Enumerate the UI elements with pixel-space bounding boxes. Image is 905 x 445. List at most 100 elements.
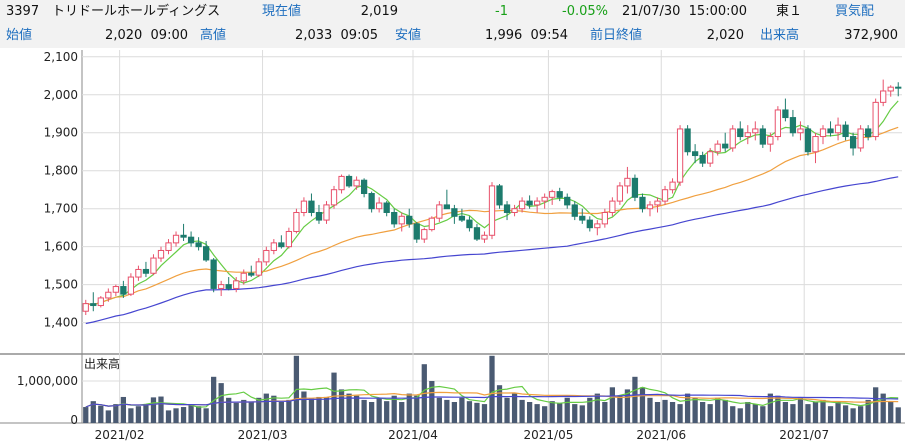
volume-bar [459, 397, 465, 423]
price-tick-label: 1,900 [44, 126, 78, 140]
candle-body [707, 151, 714, 164]
volume-bar [572, 404, 578, 423]
volume-bar [353, 395, 360, 423]
volume-bar [436, 397, 442, 423]
price-tick-label: 1,700 [44, 202, 78, 216]
candle-body [534, 200, 541, 206]
candle-body [782, 109, 789, 119]
company-name: トリドールホールディングス [52, 4, 221, 19]
month-label: 2021/02 [95, 428, 145, 442]
candle-body [496, 185, 503, 206]
candle-body [225, 284, 232, 289]
candle-body [180, 234, 187, 238]
previous-close-value: 2,020 [706, 28, 744, 43]
candle-body [308, 200, 315, 213]
volume-bar [557, 402, 563, 423]
volume-bar [338, 389, 345, 423]
volume-bar [399, 402, 405, 423]
candle-body [676, 128, 684, 183]
candle-body [842, 124, 849, 138]
candle-body [511, 208, 518, 213]
month-label: 2021/03 [238, 428, 288, 442]
low-price-value: 1,996 09:54 [485, 28, 568, 43]
volume-bar [850, 408, 856, 423]
candle-body [466, 219, 473, 229]
volume-tick-label: 1,000,000 [17, 374, 78, 388]
candle-body [248, 272, 255, 276]
volume-bar [609, 387, 615, 423]
candle-body [571, 204, 578, 217]
volume-bar [384, 401, 390, 423]
candle-body [804, 128, 812, 153]
candle-body [187, 236, 195, 244]
candle-body [880, 90, 887, 103]
candle-body [646, 204, 654, 210]
volume-bar [542, 406, 548, 423]
candle-body [270, 242, 277, 251]
volume-bar [782, 402, 789, 423]
quote-datetime: 21/07/30 15:00:00 [622, 4, 748, 19]
candle-body [406, 215, 413, 225]
volume-bar [346, 393, 352, 423]
volume-bar [451, 402, 458, 423]
volume-bar [842, 405, 849, 423]
price-tick-label: 2,100 [44, 50, 78, 64]
candle-body [684, 128, 691, 153]
month-label: 2021/04 [388, 428, 438, 442]
volume-bar [481, 404, 488, 423]
candle-body [895, 86, 902, 89]
candle-body [353, 179, 360, 187]
candle-body [737, 128, 744, 138]
volume-bar [361, 399, 367, 423]
volume-bar [241, 399, 247, 423]
candle-body [233, 280, 240, 289]
volume-ma-long-line [85, 393, 899, 408]
volume-bar [98, 405, 104, 423]
volume-bar [805, 404, 811, 423]
volume-bar [564, 397, 570, 423]
candle-body [812, 136, 819, 153]
candle-body [127, 276, 135, 295]
candle-body [368, 193, 375, 210]
volume-bar [684, 393, 691, 423]
candle-body [556, 191, 563, 198]
volume-bar [534, 404, 540, 423]
candle-body [586, 219, 593, 229]
candle-body [315, 211, 323, 221]
candle-body [654, 200, 661, 206]
volume-bar [165, 410, 172, 423]
volume-bar [263, 393, 269, 423]
volume-bar [760, 406, 766, 423]
candle-body [150, 257, 157, 274]
volume-bar [662, 399, 668, 423]
volume-bar [135, 406, 142, 423]
volume-bar [316, 396, 322, 423]
volume-bar [707, 404, 713, 423]
candle-body [774, 109, 782, 138]
volume-bar [797, 397, 804, 423]
volume-bar [376, 397, 382, 423]
volume-bar [677, 404, 683, 423]
volume-bar [745, 402, 751, 423]
volume-bar [579, 405, 585, 423]
volume-bar [90, 401, 96, 423]
volume-bar [271, 395, 277, 423]
candlesticks [82, 79, 902, 316]
volume-bar [594, 393, 600, 423]
volume-bar [722, 399, 728, 423]
candle-body [827, 128, 834, 134]
volume-bar [654, 402, 661, 423]
volume-panel-title: 出来高 [84, 356, 120, 371]
candle-body [263, 249, 270, 263]
volume-bar [143, 405, 149, 423]
month-label: 2021/05 [523, 428, 573, 442]
volume-bar [895, 407, 901, 423]
price-tick-label: 1,500 [44, 278, 78, 292]
candle-body [887, 86, 894, 92]
candle-body [105, 291, 112, 299]
open-price-value: 2,020 09:00 [105, 28, 188, 43]
volume-label: 出来高 [760, 28, 800, 43]
candle-body [285, 230, 293, 248]
candle-body [488, 185, 496, 236]
volume-bar [173, 408, 179, 423]
